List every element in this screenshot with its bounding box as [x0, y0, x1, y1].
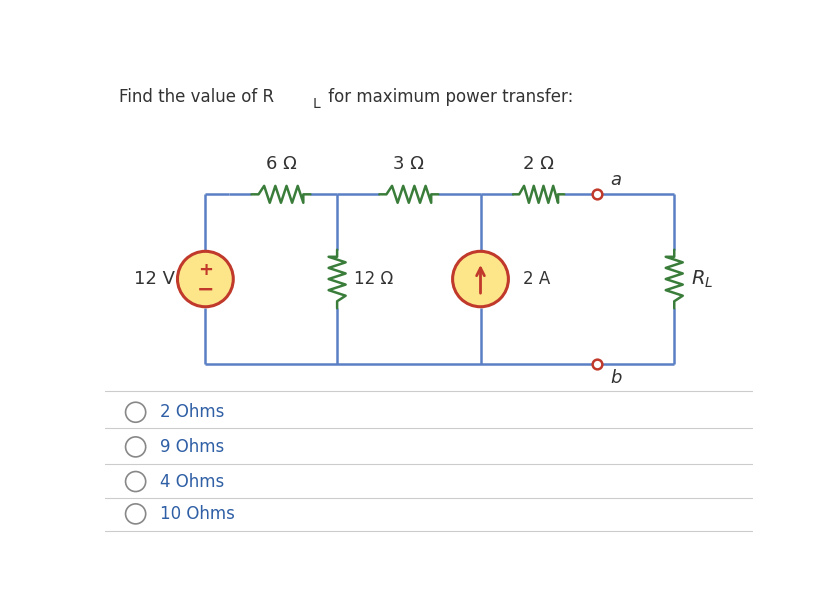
Text: b: b	[610, 369, 621, 387]
Text: 3 Ω: 3 Ω	[393, 155, 424, 173]
Text: L: L	[312, 97, 319, 111]
Circle shape	[125, 402, 145, 422]
Circle shape	[125, 504, 145, 524]
Circle shape	[125, 471, 145, 491]
Text: 2 Ω: 2 Ω	[522, 155, 553, 173]
Text: 2 A: 2 A	[522, 270, 550, 288]
Text: −: −	[196, 280, 214, 300]
Text: +: +	[197, 261, 212, 279]
Text: 6 Ω: 6 Ω	[265, 155, 296, 173]
Text: 2 Ohms: 2 Ohms	[161, 403, 225, 421]
Text: 9 Ohms: 9 Ohms	[161, 438, 224, 456]
Circle shape	[177, 252, 233, 307]
Text: 12 V: 12 V	[135, 270, 176, 288]
Text: for maximum power transfer:: for maximum power transfer:	[323, 88, 573, 105]
Text: Find the value of R: Find the value of R	[119, 88, 273, 105]
Text: a: a	[610, 171, 621, 189]
Circle shape	[125, 437, 145, 457]
Circle shape	[452, 252, 507, 307]
Text: 4 Ohms: 4 Ohms	[161, 472, 224, 491]
Text: 10 Ohms: 10 Ohms	[161, 505, 235, 523]
Text: 12 Ω: 12 Ω	[354, 270, 393, 288]
Text: $R_L$: $R_L$	[691, 269, 713, 289]
